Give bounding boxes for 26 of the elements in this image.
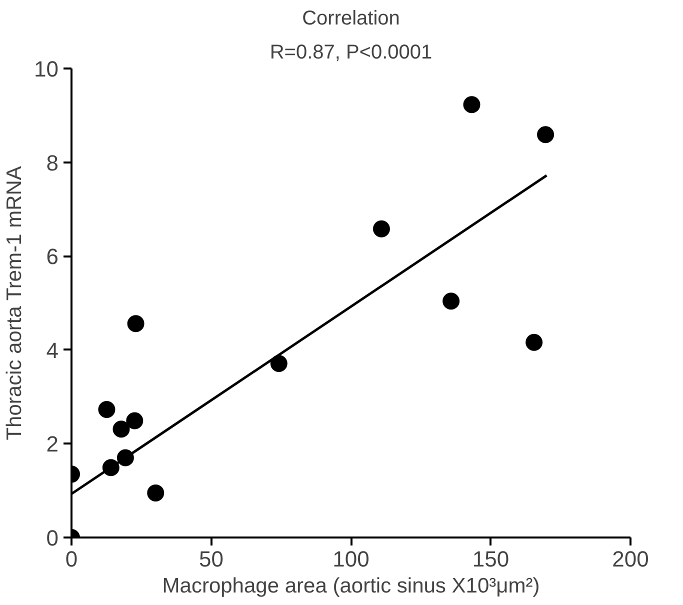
y-tick-label: 0 <box>46 526 59 550</box>
y-tick-label: 8 <box>46 150 59 176</box>
point <box>112 420 130 438</box>
y-tick-label: 10 <box>34 56 59 82</box>
point <box>270 355 288 372</box>
y-tick-label: 2 <box>46 432 59 457</box>
x-tick-label: 200 <box>612 546 649 572</box>
x-tick-label: 100 <box>332 546 370 572</box>
y-tick-label: 4 <box>46 338 59 363</box>
x-tick-label: 150 <box>472 546 510 572</box>
point <box>98 400 116 418</box>
x-tick-label: 0 <box>65 546 78 572</box>
point <box>463 96 480 114</box>
point <box>147 484 164 502</box>
x-tick-label: 50 <box>199 546 224 572</box>
x-axis-title: Macrophage area (aortic sinus X10³μm²) <box>162 574 540 598</box>
point <box>526 334 543 351</box>
y-tick-label: 6 <box>46 244 59 270</box>
point <box>372 220 390 238</box>
point <box>126 412 144 430</box>
chart-subtitle: R=0.87, P<0.0001 <box>270 42 432 64</box>
chart-title: Correlation <box>302 8 400 30</box>
point <box>537 126 554 144</box>
point <box>127 315 144 332</box>
y-axis-title: Thoracic aorta Trem-1 mRNA <box>3 166 26 440</box>
point <box>442 292 460 310</box>
